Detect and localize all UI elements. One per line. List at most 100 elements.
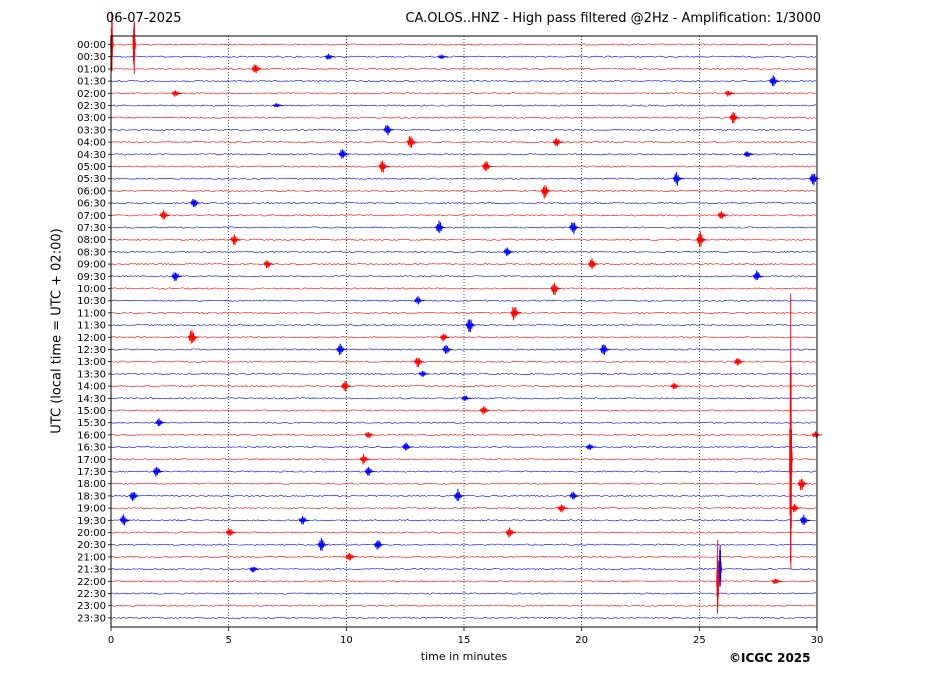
event-burst — [132, 21, 137, 74]
y-tick-label: 20:00 — [77, 528, 106, 539]
trace-2000 — [110, 531, 817, 534]
y-tick-label: 07:00 — [77, 211, 106, 222]
event-burst — [585, 443, 597, 451]
y-tick-label: 16:00 — [77, 430, 106, 441]
y-tick-label: 23:00 — [77, 601, 106, 612]
trace-1330 — [110, 372, 817, 375]
trace-0200 — [110, 92, 817, 95]
x-tick-label: 25 — [693, 635, 706, 646]
event-burst — [461, 395, 472, 402]
event-burst — [359, 453, 371, 465]
trace-0600 — [110, 189, 817, 192]
trace-0530 — [110, 177, 817, 180]
event-burst — [324, 53, 335, 60]
y-tick-label: 20:30 — [77, 540, 106, 551]
event-burst — [557, 504, 568, 513]
event-burst — [230, 234, 241, 246]
y-tick-label: 08:00 — [77, 235, 106, 246]
event-burst — [418, 370, 430, 377]
event-burst — [752, 270, 764, 281]
y-tick-label: 15:00 — [77, 406, 106, 417]
y-tick-label: 04:00 — [77, 138, 106, 149]
trace-1130 — [110, 324, 817, 327]
trace-1230 — [110, 348, 817, 351]
event-burst — [249, 566, 260, 573]
event-burst — [119, 514, 131, 526]
y-tick-label: 17:30 — [77, 467, 106, 478]
event-burst — [413, 296, 425, 305]
event-burst — [298, 516, 310, 525]
event-burst — [503, 247, 514, 256]
y-tick-label: 18:30 — [77, 491, 106, 502]
y-tick-label: 16:30 — [77, 443, 106, 454]
y-tick-label: 06:30 — [77, 199, 106, 210]
x-tick-label: 5 — [225, 635, 231, 646]
y-tick-label: 21:30 — [77, 565, 106, 576]
event-burst — [790, 503, 801, 513]
event-burst — [406, 136, 418, 148]
y-tick-label: 01:30 — [77, 77, 106, 88]
trace-0500 — [110, 165, 817, 168]
trace-0300 — [110, 116, 817, 119]
trace-0100 — [110, 67, 817, 70]
y-tick-label: 13:00 — [77, 357, 106, 368]
y-tick-label: 12:00 — [77, 333, 106, 344]
event-burst — [465, 319, 477, 333]
y-tick-label: 11:00 — [77, 308, 106, 319]
copyright-label: ©ICGC 2025 — [729, 651, 811, 665]
y-tick-label: 00:30 — [77, 52, 106, 63]
event-burst — [437, 53, 448, 60]
event-burst — [378, 160, 390, 173]
event-burst — [340, 380, 352, 392]
y-tick-label: 11:30 — [77, 321, 106, 332]
y-tick-label: 07:30 — [77, 223, 106, 234]
event-burst — [338, 149, 350, 159]
y-tick-label: 18:00 — [77, 479, 106, 490]
event-burst — [442, 344, 453, 354]
event-burst — [552, 138, 564, 147]
event-burst — [540, 185, 552, 199]
x-tick-label: 0 — [108, 635, 114, 646]
y-tick-label: 15:30 — [77, 418, 106, 429]
y-tick-label: 19:30 — [77, 516, 106, 527]
event-burst — [171, 272, 182, 282]
y-tick-label: 09:00 — [77, 260, 106, 271]
trace-2200 — [110, 580, 817, 583]
event-burst — [171, 90, 182, 97]
trace-2030 — [110, 543, 817, 546]
trace-1600 — [110, 433, 817, 436]
y-axis-label: UTC (local time = UTC + 02:00) — [49, 228, 65, 434]
trace-2330 — [110, 616, 817, 619]
trace-1200 — [110, 336, 817, 339]
event-burst — [789, 293, 794, 569]
trace-1400 — [110, 385, 817, 388]
y-tick-label: 01:00 — [77, 64, 106, 75]
event-burst — [383, 125, 394, 136]
y-tick-label: 04:30 — [77, 150, 106, 161]
y-tick-label: 14:30 — [77, 394, 106, 405]
trace-2230 — [110, 592, 817, 595]
event-burst — [453, 488, 465, 502]
event-burst — [187, 329, 199, 344]
plot-frame — [110, 35, 818, 628]
x-axis-ticks: 0 5 10 15 20 25 30 — [108, 627, 823, 646]
event-burst — [550, 282, 561, 296]
trace-0030 — [110, 55, 817, 58]
y-tick-label: 14:00 — [77, 382, 106, 393]
trace-0800 — [110, 238, 817, 241]
event-burst — [251, 64, 262, 74]
event-burst — [154, 418, 166, 427]
event-burst — [569, 222, 580, 235]
y-tick-label: 12:30 — [77, 345, 106, 356]
y-tick-label: 13:30 — [77, 369, 106, 380]
y-tick-label: 10:00 — [77, 284, 106, 295]
event-burst — [435, 220, 446, 233]
event-burst — [272, 102, 284, 108]
y-tick-label: 19:00 — [77, 504, 106, 515]
trace-0900 — [110, 263, 817, 266]
trace-0630 — [110, 202, 817, 205]
grid-lines — [228, 36, 700, 627]
seismic-traces — [110, 11, 823, 619]
